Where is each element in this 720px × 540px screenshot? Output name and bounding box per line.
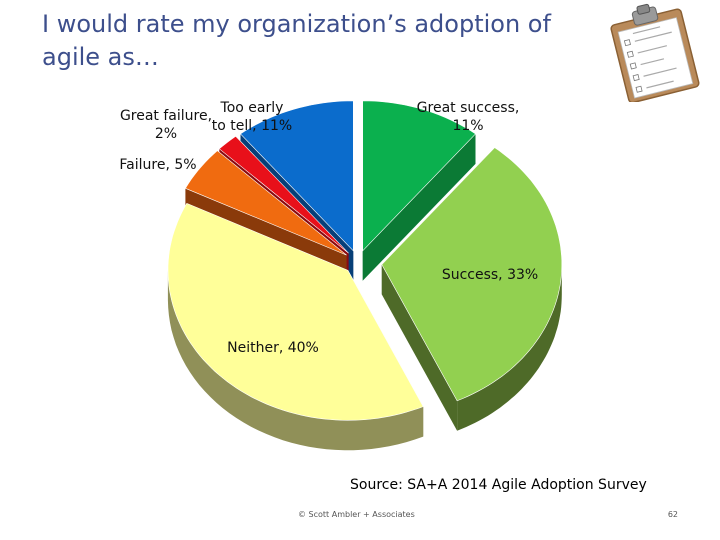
- clipboard-checklist-icon: [610, 3, 700, 102]
- pie-slice-too-early-to-tell: [240, 100, 354, 252]
- copyright-footer: © Scott Ambler + Associates: [298, 510, 415, 519]
- slice-label-too-early-to-tell: Too early to tell, 11%: [212, 100, 292, 134]
- source-note: Source: SA+A 2014 Agile Adoption Survey: [350, 477, 647, 493]
- slice-label-great-success: Great success, 11%: [417, 100, 520, 134]
- page-number: 62: [667, 510, 678, 519]
- slide-title: I would rate my organization’s adoption …: [42, 10, 551, 71]
- pie-slice-great-failure: [218, 135, 349, 254]
- pie-wall-success-1: [381, 264, 458, 431]
- slice-label-neither: Neither, 40%: [227, 340, 319, 356]
- slice-label-great-failure: Great failure, 2%: [120, 108, 212, 142]
- pie-slice-success: [381, 147, 563, 402]
- pie-side-success: [457, 264, 562, 431]
- pie-side-neither: [167, 270, 424, 451]
- pie-slice-failure: [184, 150, 347, 256]
- slice-label-failure: Failure, 5%: [119, 157, 196, 173]
- pie-slice-neither: [167, 203, 424, 421]
- slice-label-success: Success, 33%: [442, 267, 538, 283]
- pie-wall-great-success-1: [362, 133, 476, 281]
- pie-slice-great-success: [362, 100, 476, 252]
